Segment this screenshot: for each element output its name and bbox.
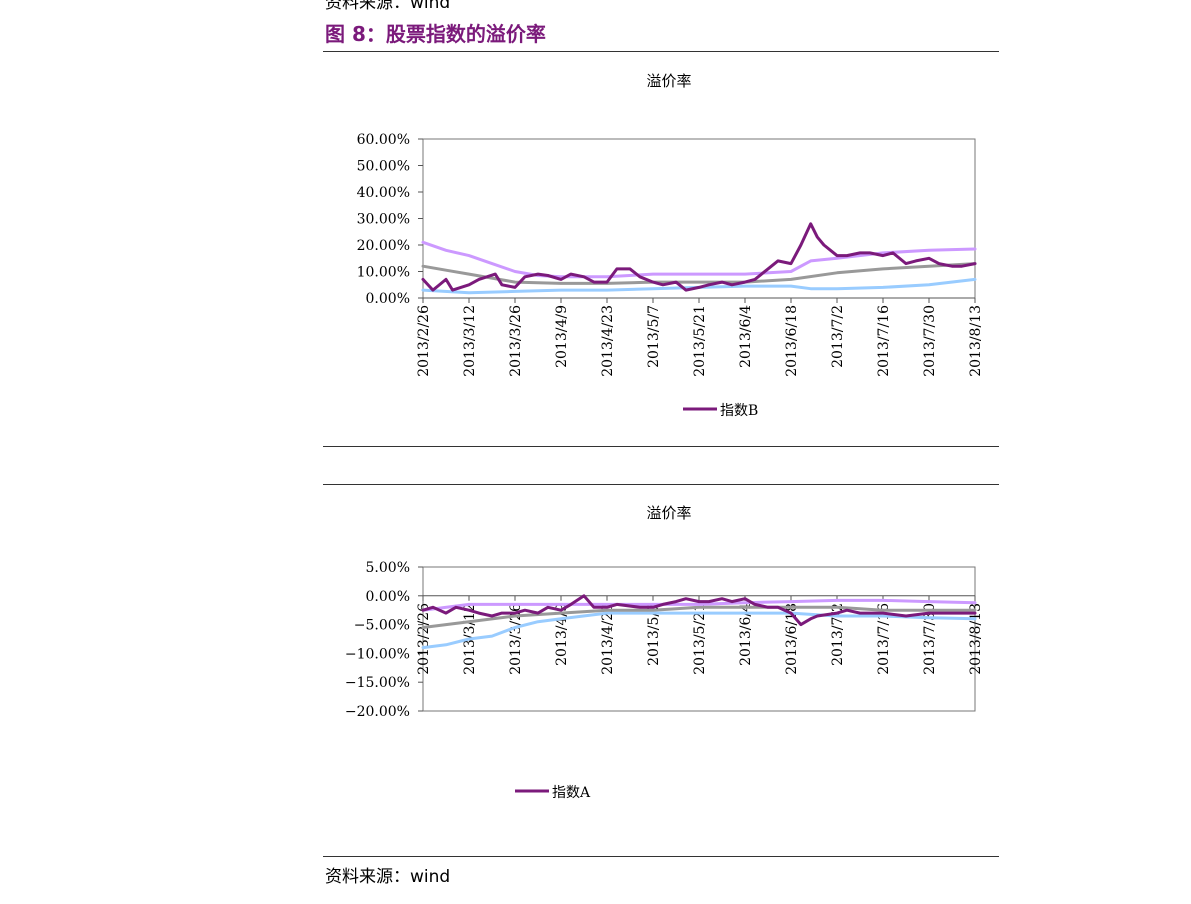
x-tick-label: 2013/7/16	[876, 603, 892, 675]
header-source-prefix: 资料来源：	[325, 0, 410, 13]
x-tick-label: 2013/4/23	[600, 305, 616, 377]
x-tick-label: 2013/3/26	[508, 603, 524, 675]
x-tick-label: 2013/3/12	[462, 305, 478, 377]
series-line	[421, 240, 977, 279]
series-line	[421, 598, 977, 612]
chart-title: 溢价率	[646, 72, 691, 90]
x-tick-label: 2013/5/7	[646, 603, 662, 666]
x-tick-label: 2013/8/13	[968, 603, 984, 675]
y-tick-label: 30.00%	[357, 212, 410, 228]
figure-title: 图 8：股票指数的溢价率	[325, 22, 546, 46]
series-line	[421, 605, 977, 629]
series-line	[421, 611, 977, 650]
y-tick-label: −5.00%	[354, 618, 410, 634]
footer-source-prefix: 资料来源：	[325, 867, 410, 887]
x-tick-label: 2013/3/26	[508, 305, 524, 377]
x-tick-label: 2013/7/2	[830, 305, 846, 368]
y-tick-label: 5.00%	[366, 560, 410, 576]
x-tick-label: 2013/7/30	[922, 305, 938, 377]
chart-title: 溢价率	[646, 504, 691, 522]
x-tick-label: 2013/5/7	[646, 305, 662, 368]
x-tick-label: 2013/7/30	[922, 603, 938, 675]
x-tick-label: 2013/7/16	[876, 305, 892, 377]
y-tick-label: 40.00%	[357, 185, 410, 201]
divider-chart2-top	[323, 484, 999, 485]
y-tick-label: 10.00%	[357, 265, 410, 281]
y-tick-label: 0.00%	[366, 291, 410, 307]
x-tick-label: 2013/6/4	[738, 305, 754, 368]
x-tick-label: 2013/4/23	[600, 603, 616, 675]
series-line-指数B	[421, 222, 977, 292]
x-tick-label: 2013/7/2	[830, 603, 846, 666]
header-source-name: wind	[410, 0, 451, 13]
legend-label: 指数B	[720, 403, 758, 419]
series-line	[421, 277, 977, 295]
x-tick-label: 2013/4/9	[554, 305, 570, 368]
x-tick-label: 2013/5/21	[692, 603, 708, 675]
y-tick-label: 0.00%	[366, 589, 410, 605]
divider-top	[323, 51, 999, 52]
x-tick-label: 2013/2/26	[416, 603, 432, 675]
header-source-note: 资料来源：wind	[325, 0, 450, 13]
x-tick-label: 2013/8/13	[968, 305, 984, 377]
footer-source-name: wind	[410, 867, 451, 887]
y-tick-label: −10.00%	[345, 646, 410, 662]
series-line-指数A	[421, 594, 977, 627]
y-tick-label: −15.00%	[345, 675, 410, 691]
y-tick-label: −20.00%	[345, 704, 410, 720]
divider-chart1-bottom	[323, 446, 999, 447]
y-tick-label: 50.00%	[357, 159, 410, 175]
y-tick-label: 60.00%	[357, 132, 410, 148]
x-tick-label: 2013/5/21	[692, 305, 708, 377]
footer-source-note: 资料来源：wind	[325, 862, 450, 887]
divider-bottom	[323, 856, 999, 857]
x-tick-label: 2013/6/4	[738, 603, 754, 666]
y-tick-label: 20.00%	[357, 238, 410, 254]
legend-label: 指数A	[552, 785, 591, 801]
x-tick-label: 2013/6/18	[784, 305, 800, 377]
plot-area	[422, 566, 976, 712]
x-tick-label: 2013/2/26	[416, 305, 432, 377]
